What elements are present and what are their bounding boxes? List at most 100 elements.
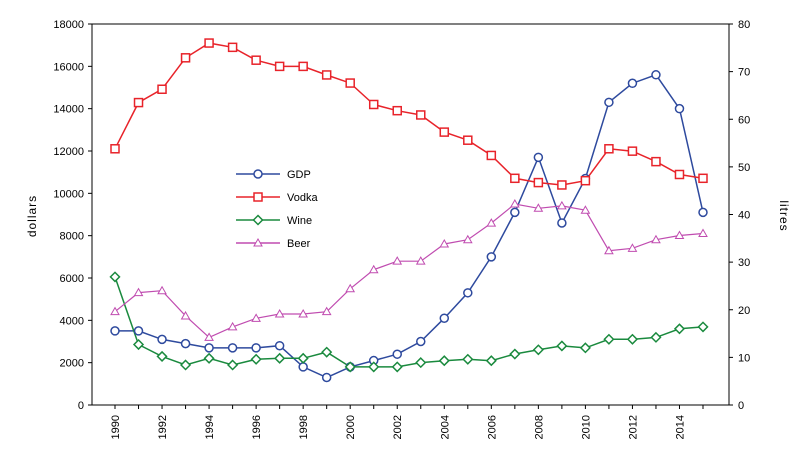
data-point-gdp bbox=[557, 218, 567, 228]
data-point-vodka bbox=[486, 150, 497, 161]
data-point-wine bbox=[626, 333, 639, 345]
data-point-wine bbox=[203, 352, 215, 364]
data-point-vodka bbox=[463, 135, 473, 145]
x-tick-label: 2004 bbox=[439, 415, 451, 439]
data-point-gdp bbox=[392, 349, 402, 359]
data-point-beer bbox=[298, 309, 309, 318]
data-point-vodka bbox=[627, 146, 638, 156]
y-tick-label-left: 12000 bbox=[53, 146, 84, 158]
data-point-gdp bbox=[110, 326, 120, 336]
data-point-gdp bbox=[133, 326, 144, 336]
data-point-wine bbox=[673, 323, 686, 335]
x-tick-label: 1992 bbox=[157, 415, 169, 439]
data-point-wine bbox=[179, 359, 192, 371]
data-point-gdp bbox=[274, 340, 285, 351]
data-point-vodka bbox=[439, 127, 450, 137]
y-axis-title-right: litres bbox=[777, 200, 791, 231]
legend-marker-beer bbox=[253, 237, 263, 247]
data-point-wine bbox=[368, 361, 380, 373]
y-tick-label-right: 70 bbox=[738, 67, 750, 79]
legend: GDP Vodka Wine Beer bbox=[236, 169, 318, 250]
y-tick-label-left: 6000 bbox=[60, 273, 84, 285]
data-point-wine bbox=[603, 333, 615, 345]
data-point-gdp bbox=[627, 78, 638, 89]
data-point-vodka bbox=[604, 144, 614, 154]
data-point-wine bbox=[509, 348, 521, 360]
data-point-beer bbox=[557, 200, 567, 210]
data-point-gdp bbox=[157, 334, 167, 345]
y-tick-label-right: 20 bbox=[738, 305, 750, 317]
data-point-wine bbox=[485, 355, 497, 367]
data-point-wine bbox=[156, 350, 168, 362]
y-tick-label-left: 0 bbox=[78, 400, 84, 412]
data-point-beer bbox=[251, 313, 261, 322]
data-point-beer bbox=[462, 234, 473, 244]
data-point-wine bbox=[532, 344, 544, 356]
data-point-beer bbox=[133, 287, 144, 297]
series-line-vodka bbox=[114, 42, 704, 186]
data-point-wine bbox=[321, 346, 333, 358]
x-tick-label: 2010 bbox=[580, 415, 592, 439]
data-point-beer bbox=[533, 203, 544, 212]
data-point-beer bbox=[439, 239, 450, 248]
data-point-wine bbox=[415, 357, 427, 369]
data-point-vodka bbox=[698, 173, 708, 184]
y-tick-label-right: 40 bbox=[738, 210, 750, 222]
data-point-beer bbox=[698, 228, 708, 238]
data-point-vodka bbox=[274, 61, 285, 72]
data-point-gdp bbox=[227, 343, 238, 353]
data-point-gdp bbox=[180, 338, 191, 349]
data-point-beer bbox=[674, 230, 685, 239]
data-point-gdp bbox=[486, 252, 497, 262]
x-tick-label: 2012 bbox=[627, 415, 639, 439]
data-point-beer bbox=[580, 205, 591, 214]
data-point-gdp bbox=[698, 207, 708, 218]
data-point-beer bbox=[651, 234, 661, 244]
data-point-wine bbox=[132, 338, 145, 351]
data-point-vodka bbox=[227, 42, 238, 53]
data-point-vodka bbox=[251, 55, 261, 65]
data-point-wine bbox=[438, 355, 450, 367]
data-point-beer bbox=[227, 321, 238, 331]
data-point-beer bbox=[604, 245, 614, 255]
axes: 0 2000 4000 6000 8000 10000 12000 14000 16000 180… bbox=[53, 19, 750, 439]
data-point-wine bbox=[391, 361, 403, 373]
y-axis-title-left: dollars bbox=[25, 195, 39, 237]
data-point-vodka bbox=[510, 173, 520, 184]
data-point-beer bbox=[415, 256, 426, 265]
data-point-wine bbox=[250, 353, 262, 365]
data-point-beer bbox=[274, 309, 285, 318]
data-point-vodka bbox=[321, 70, 332, 80]
legend-marker-vodka bbox=[253, 192, 263, 202]
data-point-gdp bbox=[439, 313, 450, 323]
x-tick-label: 2008 bbox=[533, 415, 545, 439]
data-point-beer bbox=[627, 243, 638, 252]
legend-label-vodka: Vodka bbox=[287, 192, 318, 204]
data-point-vodka bbox=[392, 105, 402, 116]
data-point-beer bbox=[110, 306, 120, 316]
legend-label-wine: Wine bbox=[287, 215, 312, 227]
x-tick-label: 1996 bbox=[251, 415, 263, 439]
y-tick-label-right: 50 bbox=[738, 162, 750, 174]
data-point-vodka bbox=[345, 78, 355, 88]
data-point-gdp bbox=[321, 372, 332, 383]
data-point-gdp bbox=[674, 103, 685, 114]
data-point-gdp bbox=[463, 288, 473, 298]
data-point-beer bbox=[204, 332, 214, 341]
y-tick-label-left: 18000 bbox=[53, 19, 84, 31]
data-point-gdp bbox=[251, 343, 261, 353]
x-tick-label: 2002 bbox=[392, 415, 404, 439]
data-point-gdp bbox=[604, 97, 614, 108]
data-point-wine bbox=[697, 321, 709, 333]
data-point-gdp bbox=[298, 362, 308, 372]
data-point-vodka bbox=[180, 53, 191, 63]
data-point-beer bbox=[157, 285, 167, 295]
x-tick-label: 2000 bbox=[345, 415, 357, 439]
data-point-wine bbox=[227, 359, 239, 371]
y-tick-label-left: 4000 bbox=[60, 315, 84, 327]
data-point-wine bbox=[297, 352, 309, 364]
y-tick-label-left: 14000 bbox=[53, 104, 84, 116]
legend-label-beer: Beer bbox=[287, 238, 311, 250]
data-point-beer bbox=[345, 283, 356, 293]
